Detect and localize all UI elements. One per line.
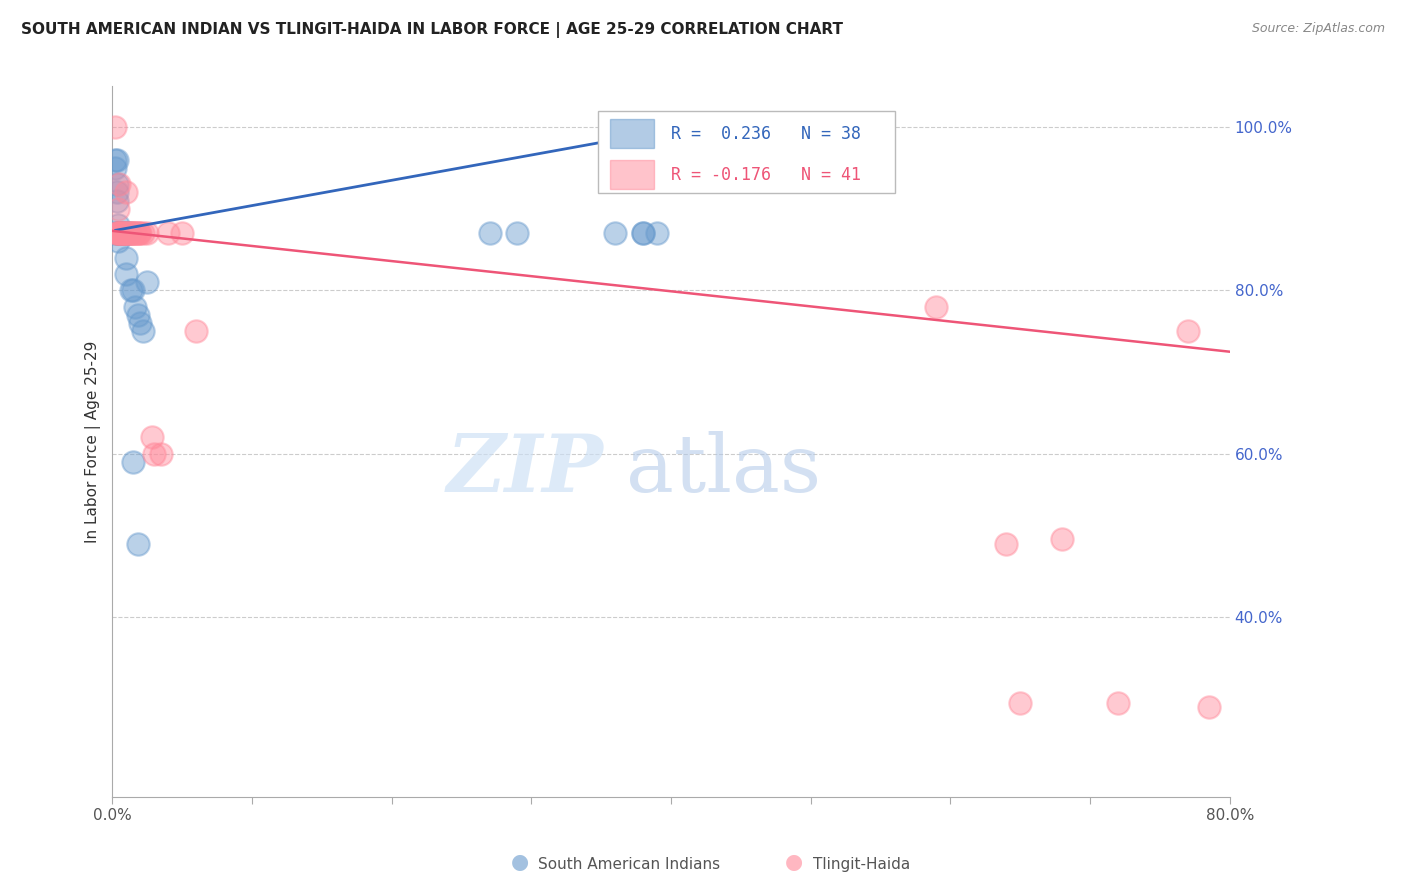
Point [120,284,142,298]
Point [118,227,141,241]
Point [124,227,146,241]
Point [129,316,152,330]
FancyBboxPatch shape [610,161,654,189]
Point [122,455,145,469]
Point [478,227,501,241]
Point [121,227,143,241]
Text: South American Indians: South American Indians [538,857,721,872]
Point [110,227,132,241]
Point [506,227,529,241]
Text: R =  0.236   N = 38: R = 0.236 N = 38 [671,125,860,143]
FancyBboxPatch shape [599,112,894,193]
Point [111,227,134,241]
Point [105,227,128,241]
Point [136,227,159,241]
Text: atlas: atlas [626,431,821,509]
Point [631,227,654,241]
Point [120,227,142,241]
Point [1050,533,1073,547]
Point [105,178,128,192]
Point [186,324,208,338]
Point [105,194,128,208]
Point [115,251,138,265]
Point [108,227,131,241]
Point [107,218,129,232]
Point [122,227,145,241]
Point [1010,696,1032,710]
Point [995,536,1018,550]
Point [114,227,136,241]
Point [631,227,654,241]
Point [150,447,173,461]
Point [107,227,129,241]
Point [104,161,127,175]
Point [117,227,139,241]
Point [127,308,149,322]
Point [118,227,141,241]
Point [112,227,135,241]
Point [104,120,127,135]
Text: ZIP: ZIP [447,431,605,508]
Point [132,227,155,241]
Point [124,300,146,314]
Point [112,227,135,241]
Text: Tlingit-Haida: Tlingit-Haida [813,857,910,872]
Point [110,227,132,241]
Y-axis label: In Labor Force | Age 25-29: In Labor Force | Age 25-29 [86,341,101,542]
Point [112,227,135,241]
Point [108,178,131,192]
Point [925,300,948,314]
Point [115,267,138,281]
Text: Source: ZipAtlas.com: Source: ZipAtlas.com [1251,22,1385,36]
Point [107,202,129,216]
Point [103,227,125,241]
Point [157,227,180,241]
Text: SOUTH AMERICAN INDIAN VS TLINGIT-HAIDA IN LABOR FORCE | AGE 25-29 CORRELATION CH: SOUTH AMERICAN INDIAN VS TLINGIT-HAIDA I… [21,22,844,38]
Point [107,235,129,249]
Point [143,447,166,461]
Point [125,227,148,241]
Point [107,227,129,241]
Point [605,227,627,241]
Point [122,284,145,298]
Point [1198,699,1220,714]
Point [110,227,132,241]
Point [108,227,131,241]
Point [107,227,129,241]
Point [115,227,138,241]
Text: ●: ● [786,853,803,872]
Point [114,227,136,241]
Point [1107,696,1129,710]
Point [105,153,128,167]
Point [128,227,150,241]
Point [108,227,131,241]
Point [115,186,138,200]
Point [105,227,128,241]
Text: ●: ● [512,853,529,872]
Point [141,430,163,444]
Point [1177,324,1199,338]
Point [172,227,194,241]
Point [108,227,131,241]
Text: R = -0.176   N = 41: R = -0.176 N = 41 [671,166,860,184]
Point [127,227,149,241]
Point [110,227,132,241]
Point [127,536,149,550]
Point [136,275,159,289]
Point [132,324,155,338]
Point [645,227,668,241]
Point [129,227,152,241]
Point [117,227,139,241]
Point [105,186,128,200]
Point [104,153,127,167]
FancyBboxPatch shape [610,120,654,148]
Point [111,227,134,241]
Point [122,227,145,241]
